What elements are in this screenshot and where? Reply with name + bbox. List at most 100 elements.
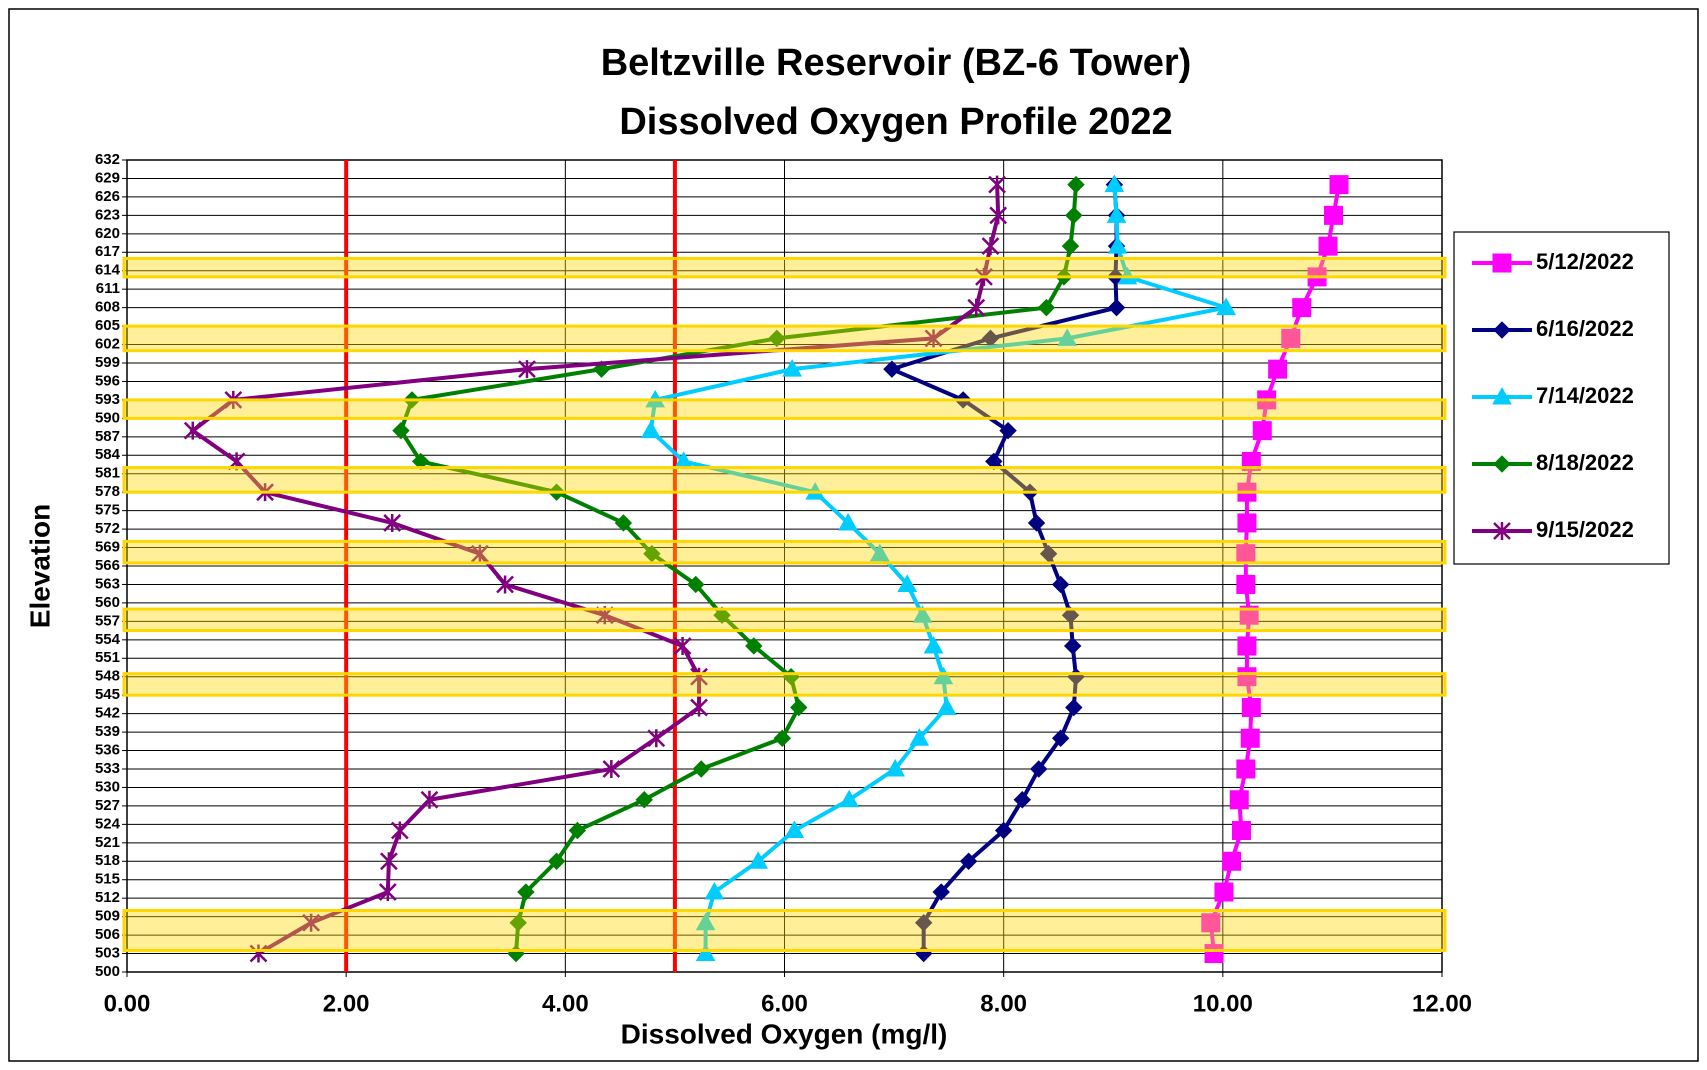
legend-marker bbox=[1493, 522, 1511, 540]
y-tick-label: 524 bbox=[95, 815, 121, 832]
marker bbox=[914, 914, 933, 932]
marker bbox=[695, 912, 716, 931]
highlight-band bbox=[122, 539, 1447, 565]
x-tick-label: 0.00 bbox=[104, 990, 151, 1017]
y-tick-label: 539 bbox=[95, 723, 120, 740]
y-tick-label: 578 bbox=[95, 483, 120, 500]
chart-frame bbox=[8, 8, 1699, 1062]
y-tick-label: 566 bbox=[95, 557, 120, 574]
marker bbox=[1061, 606, 1080, 624]
x-tick-label: 4.00 bbox=[542, 990, 589, 1017]
marker bbox=[1268, 359, 1288, 379]
marker bbox=[470, 544, 489, 563]
marker bbox=[985, 452, 1003, 471]
marker bbox=[959, 852, 978, 870]
marker bbox=[912, 605, 933, 623]
marker bbox=[869, 543, 890, 562]
marker bbox=[924, 329, 943, 348]
y-tick-label: 551 bbox=[95, 649, 120, 666]
y-tick-label: 569 bbox=[95, 539, 120, 556]
y-tick-label: 593 bbox=[95, 391, 120, 408]
legend-label: 9/15/2022 bbox=[1536, 517, 1634, 542]
y-tick-label: 563 bbox=[95, 575, 120, 592]
marker bbox=[602, 760, 621, 778]
x-tick-label: 6.00 bbox=[761, 990, 808, 1017]
marker bbox=[1013, 791, 1032, 809]
marker bbox=[635, 791, 653, 809]
y-tick-label: 536 bbox=[95, 742, 120, 759]
highlight-band bbox=[122, 466, 1447, 494]
y-tick-label: 599 bbox=[95, 354, 120, 371]
marker bbox=[1067, 175, 1085, 194]
plot-border bbox=[126, 159, 1443, 973]
marker bbox=[994, 821, 1013, 840]
highlight-band bbox=[122, 672, 1447, 697]
marker bbox=[1241, 451, 1261, 471]
marker bbox=[790, 698, 808, 717]
marker bbox=[1240, 728, 1260, 748]
y-tick-label: 548 bbox=[95, 668, 120, 685]
marker bbox=[999, 421, 1017, 440]
marker bbox=[509, 914, 527, 932]
marker bbox=[1241, 697, 1261, 717]
series-line bbox=[398, 184, 1078, 954]
marker bbox=[1252, 421, 1272, 441]
marker bbox=[547, 852, 566, 870]
legend-marker bbox=[1493, 321, 1511, 339]
marker bbox=[885, 758, 906, 777]
y-tick-label: 506 bbox=[95, 926, 120, 943]
marker bbox=[695, 943, 716, 962]
marker bbox=[518, 360, 536, 379]
marker bbox=[673, 636, 692, 655]
marker bbox=[1292, 298, 1312, 318]
marker bbox=[933, 666, 954, 685]
marker bbox=[909, 728, 930, 746]
marker bbox=[839, 789, 860, 808]
y-tick-label: 602 bbox=[95, 336, 120, 353]
marker bbox=[302, 913, 320, 932]
highlight-band bbox=[122, 324, 1447, 353]
marker bbox=[1318, 236, 1338, 256]
marker bbox=[378, 883, 397, 902]
y-tick-label: 512 bbox=[95, 889, 120, 906]
marker bbox=[748, 851, 769, 869]
marker bbox=[704, 882, 725, 900]
marker bbox=[1329, 175, 1349, 195]
y-tick-label: 623 bbox=[95, 206, 120, 223]
y-tick-label: 515 bbox=[95, 871, 120, 888]
y-tick-label: 503 bbox=[95, 945, 120, 962]
marker bbox=[1057, 328, 1078, 346]
legend-label: 5/12/2022 bbox=[1536, 249, 1634, 274]
marker bbox=[988, 175, 1006, 194]
x-axis-title: Dissolved Oxygen (mg/l) bbox=[621, 1018, 948, 1049]
chart-title: Beltzville Reservoir (BZ-6 Tower) bbox=[601, 42, 1192, 84]
marker bbox=[1201, 913, 1221, 933]
y-tick-label: 626 bbox=[95, 188, 120, 205]
marker bbox=[967, 298, 986, 317]
y-tick-label: 560 bbox=[95, 594, 120, 611]
y-tick-label: 545 bbox=[95, 686, 120, 703]
y-tick-label: 617 bbox=[95, 243, 120, 260]
marker bbox=[1051, 729, 1070, 747]
marker bbox=[1063, 637, 1082, 655]
marker bbox=[932, 883, 950, 901]
y-tick-label: 575 bbox=[95, 502, 120, 519]
marker bbox=[981, 237, 1000, 256]
marker bbox=[1104, 174, 1125, 193]
marker bbox=[936, 697, 957, 715]
marker bbox=[1239, 605, 1259, 625]
marker bbox=[1065, 698, 1083, 717]
marker bbox=[1237, 513, 1257, 533]
x-tick-label: 10.00 bbox=[1193, 990, 1253, 1017]
y-tick-label: 596 bbox=[95, 372, 120, 389]
marker bbox=[183, 421, 202, 440]
y-tick-label: 620 bbox=[95, 225, 120, 242]
y-tick-label: 611 bbox=[96, 280, 120, 297]
marker bbox=[1107, 236, 1128, 254]
marker bbox=[614, 514, 633, 532]
y-tick-label: 614 bbox=[95, 262, 121, 279]
legend-marker bbox=[1492, 253, 1512, 273]
marker bbox=[782, 359, 803, 377]
y-axis-title: Elevation bbox=[24, 504, 55, 628]
y-tick-label: 518 bbox=[95, 852, 120, 869]
